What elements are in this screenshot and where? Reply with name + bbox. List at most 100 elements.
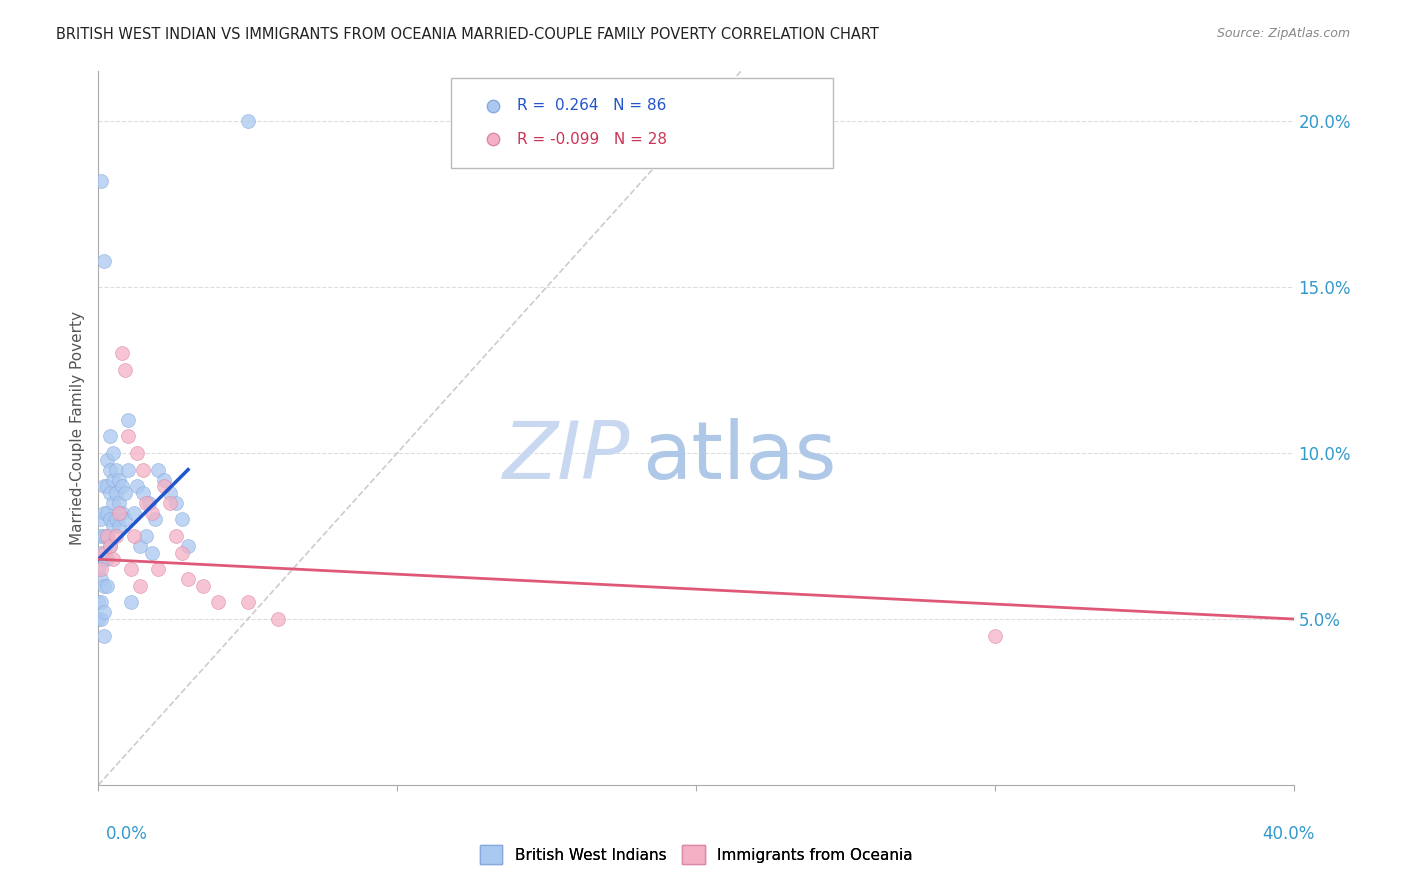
- Point: [114, 363, 136, 377]
- Point: [172, 546, 194, 560]
- Text: atlas: atlas: [643, 417, 837, 496]
- Point: [96, 452, 118, 467]
- Point: [236, 595, 259, 609]
- Point: [93, 529, 115, 543]
- FancyBboxPatch shape: [451, 78, 834, 168]
- Y-axis label: Married-Couple Family Poverty: Married-Couple Family Poverty: [69, 311, 84, 545]
- Point: [117, 429, 139, 443]
- Point: [135, 529, 157, 543]
- Point: [105, 486, 128, 500]
- Point: [236, 114, 259, 128]
- Point: [96, 529, 118, 543]
- Point: [138, 496, 160, 510]
- Text: R = -0.099   N = 28: R = -0.099 N = 28: [517, 132, 666, 146]
- Point: [93, 506, 115, 520]
- Point: [93, 552, 115, 566]
- Point: [98, 486, 122, 500]
- Point: [108, 473, 131, 487]
- Legend: British West Indians, Immigrants from Oceania: British West Indians, Immigrants from Oc…: [474, 839, 918, 870]
- Point: [165, 496, 187, 510]
- Point: [127, 446, 149, 460]
- Point: [93, 579, 115, 593]
- Point: [165, 529, 187, 543]
- Point: [98, 429, 122, 443]
- Point: [90, 562, 112, 576]
- Point: [98, 512, 122, 526]
- Point: [98, 463, 122, 477]
- Point: [90, 529, 112, 543]
- Point: [129, 539, 152, 553]
- Point: [148, 463, 170, 477]
- Point: [90, 512, 112, 526]
- Point: [108, 519, 131, 533]
- Point: [114, 486, 136, 500]
- Point: [153, 479, 176, 493]
- Point: [159, 486, 181, 500]
- Point: [96, 552, 118, 566]
- Point: [87, 595, 110, 609]
- Point: [90, 174, 112, 188]
- Point: [129, 579, 152, 593]
- Point: [103, 552, 125, 566]
- Point: [117, 413, 139, 427]
- Point: [177, 539, 200, 553]
- Point: [159, 496, 181, 510]
- Point: [148, 562, 170, 576]
- Point: [127, 479, 149, 493]
- Point: [111, 506, 134, 520]
- Text: 40.0%: 40.0%: [1263, 825, 1315, 843]
- Point: [98, 539, 122, 553]
- Point: [105, 529, 128, 543]
- Point: [105, 463, 128, 477]
- Point: [90, 612, 112, 626]
- Point: [93, 606, 115, 620]
- Point: [93, 546, 115, 560]
- Point: [108, 506, 131, 520]
- Point: [117, 463, 139, 477]
- Point: [93, 253, 115, 268]
- Point: [141, 506, 163, 520]
- Point: [90, 572, 112, 586]
- Point: [120, 562, 142, 576]
- Point: [108, 496, 131, 510]
- Point: [98, 539, 122, 553]
- Point: [96, 506, 118, 520]
- Point: [96, 529, 118, 543]
- Point: [191, 579, 214, 593]
- Point: [111, 346, 134, 360]
- Point: [103, 519, 125, 533]
- Point: [135, 496, 157, 510]
- Point: [153, 473, 176, 487]
- Text: BRITISH WEST INDIAN VS IMMIGRANTS FROM OCEANIA MARRIED-COUPLE FAMILY POVERTY COR: BRITISH WEST INDIAN VS IMMIGRANTS FROM O…: [56, 27, 879, 42]
- Point: [105, 512, 128, 526]
- Point: [141, 546, 163, 560]
- Point: [114, 512, 136, 526]
- Point: [103, 473, 125, 487]
- Text: 0.0%: 0.0%: [105, 825, 148, 843]
- Point: [172, 512, 194, 526]
- Point: [87, 562, 110, 576]
- Point: [103, 496, 125, 510]
- Point: [120, 595, 142, 609]
- Point: [124, 506, 146, 520]
- Text: R =  0.264   N = 86: R = 0.264 N = 86: [517, 98, 666, 113]
- Point: [96, 479, 118, 493]
- Point: [87, 612, 110, 626]
- Point: [143, 512, 166, 526]
- Point: [267, 612, 290, 626]
- Point: [93, 479, 115, 493]
- Point: [132, 486, 155, 500]
- Point: [93, 629, 115, 643]
- Point: [111, 479, 134, 493]
- Point: [90, 595, 112, 609]
- Text: ZIP: ZIP: [503, 417, 630, 496]
- Point: [132, 463, 155, 477]
- Point: [124, 529, 146, 543]
- Point: [207, 595, 229, 609]
- Point: [103, 446, 125, 460]
- Point: [984, 629, 1007, 643]
- Point: [90, 546, 112, 560]
- Point: [177, 572, 200, 586]
- Point: [96, 579, 118, 593]
- Text: Source: ZipAtlas.com: Source: ZipAtlas.com: [1216, 27, 1350, 40]
